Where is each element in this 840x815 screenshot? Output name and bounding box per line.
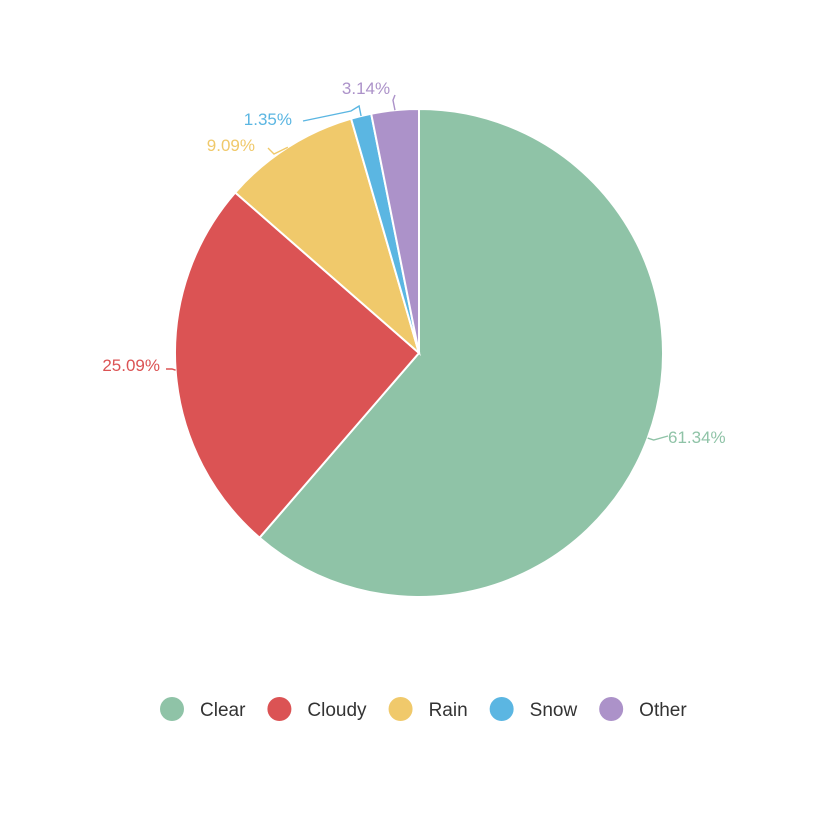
legend-item-clear: Clear	[160, 697, 246, 721]
legend-swatch-rain	[388, 697, 413, 721]
legend-label-cloudy: Cloudy	[307, 700, 367, 721]
legend-swatch-snow	[489, 697, 514, 721]
legend-label-rain: Rain	[429, 700, 468, 721]
pie-slices	[174, 107, 664, 598]
legend-item-rain: Rain	[388, 697, 468, 721]
slice-labels: 61.34% 25.09% 9.09% 1.35% 3.14%	[102, 79, 725, 447]
legend-item-cloudy: Cloudy	[267, 697, 367, 721]
legend-item-snow: Snow	[489, 697, 578, 721]
legend-label-snow: Snow	[530, 700, 578, 721]
legend-label-other: Other	[639, 700, 687, 721]
slice-clear	[258, 107, 664, 598]
slice-leader-lines	[166, 94, 669, 441]
slice-label-rain: 9.09%	[207, 136, 255, 155]
legend-swatch-clear	[160, 697, 184, 721]
legend-item-other: Other	[599, 697, 687, 721]
legend-label-clear: Clear	[200, 700, 246, 721]
slice-label-snow: 1.35%	[244, 110, 292, 129]
legend: Clear Cloudy Rain Snow Other	[160, 697, 687, 721]
legend-swatch-cloudy	[267, 697, 292, 721]
slice-label-clear: 61.34%	[668, 428, 726, 447]
slice-label-other: 3.14%	[342, 79, 390, 98]
slice-rain	[233, 117, 421, 356]
leader-line-rain	[267, 146, 289, 155]
leader-line-snow	[302, 104, 362, 122]
legend-swatch-other	[599, 697, 624, 721]
leader-line-cloudy	[166, 368, 176, 371]
leader-line-clear	[647, 435, 669, 441]
leader-line-other	[392, 94, 396, 111]
slice-label-cloudy: 25.09%	[102, 356, 160, 375]
